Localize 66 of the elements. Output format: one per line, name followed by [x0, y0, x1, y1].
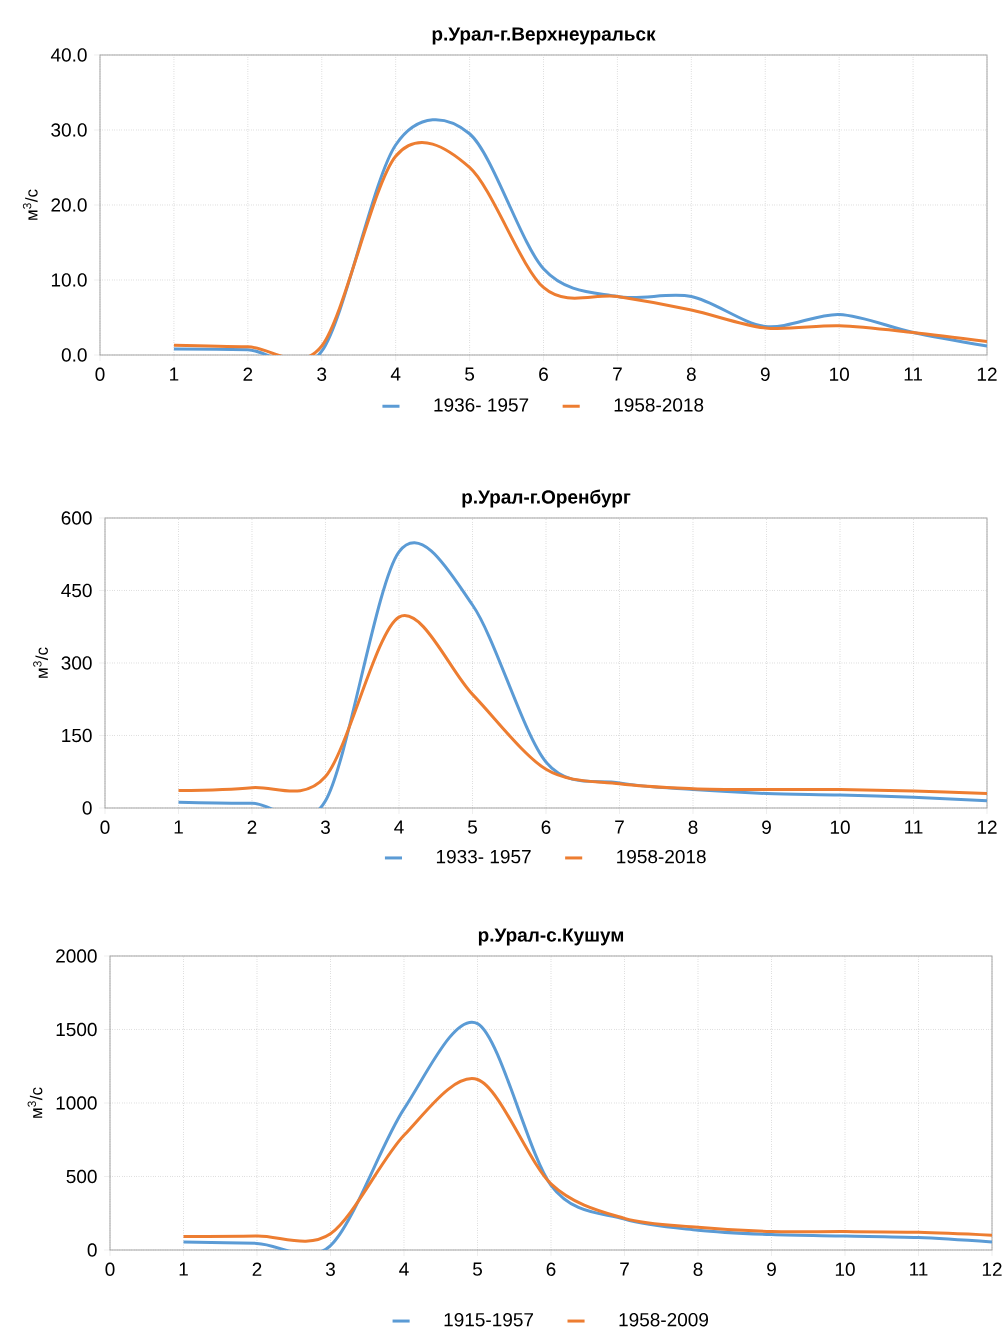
y-tick-label: 300: [61, 656, 92, 670]
x-tick-label: 6: [546, 1262, 556, 1276]
x-tick-label: 6: [541, 820, 551, 834]
x-tick-label: 6: [539, 367, 548, 381]
x-tick-label: 3: [317, 367, 327, 381]
y-tick-label: 10.0: [51, 273, 87, 287]
x-tick-label: 11: [910, 1262, 928, 1276]
x-tick-label: 8: [686, 367, 696, 381]
x-tick-label: 2: [243, 367, 253, 381]
x-tick-label: 7: [620, 1262, 629, 1276]
x-tick-label: 1: [174, 820, 183, 834]
x-tick-label: 12: [977, 820, 997, 834]
x-tick-label: 0: [105, 1262, 115, 1276]
x-tick-label: 11: [904, 367, 923, 381]
x-tick-label: 7: [615, 820, 624, 834]
x-tick-label: 5: [467, 820, 477, 834]
x-tick-label: 8: [688, 820, 698, 834]
x-tick-label: 9: [760, 367, 770, 381]
y-axis-title: м$^{3}$/с: [33, 647, 48, 678]
chart-title: р.Урал-г.Верхнеуральск: [432, 27, 656, 45]
x-tick-label: 9: [762, 820, 771, 834]
y-tick-label: 1500: [56, 1022, 97, 1037]
x-tick-label: 7: [613, 367, 622, 381]
y-axis-title: м$^{3}$/с: [22, 189, 38, 220]
x-tick-label: 4: [399, 1262, 409, 1276]
chart-title: р.Урал-г.Оренбург: [462, 489, 631, 508]
chart-title: р.Урал-с.Кушум: [478, 928, 624, 946]
x-tick-label: 12: [977, 367, 997, 381]
x-tick-label: 0: [100, 820, 110, 834]
legend-label: 1958-2009: [619, 1312, 709, 1327]
y-tick-label: 150: [62, 728, 92, 743]
legend-label: 1958-2018: [614, 398, 704, 412]
legend-label: 1933- 1957: [436, 849, 531, 864]
x-tick-label: 4: [394, 820, 404, 834]
y-tick-label: 450: [61, 583, 92, 598]
x-tick-label: 3: [325, 1262, 335, 1276]
y-tick-label: 2000: [56, 949, 97, 963]
x-tick-label: 1: [170, 367, 179, 381]
x-tick-label: 10: [830, 367, 849, 381]
y-tick-label: 40.0: [50, 48, 87, 62]
legend-label: 1915-1957: [444, 1312, 534, 1327]
y-tick-label: 600: [61, 511, 92, 525]
x-tick-label: 10: [830, 820, 850, 834]
x-tick-label: 9: [767, 1262, 776, 1276]
legend-label: 1958-2018: [617, 849, 706, 864]
y-tick-label: 30.0: [51, 123, 87, 137]
y-tick-label: 1000: [56, 1096, 97, 1110]
x-tick-label: 5: [472, 1262, 482, 1276]
x-tick-label: 11: [905, 820, 923, 834]
y-tick-label: 500: [66, 1169, 97, 1184]
x-tick-label: 2: [252, 1262, 262, 1276]
x-tick-label: 2: [247, 820, 257, 834]
legend-label: 1936- 1957: [434, 398, 529, 412]
x-tick-label: 5: [465, 367, 475, 381]
y-axis-title: м$^{3}$/с: [27, 1087, 43, 1118]
x-tick-label: 12: [982, 1262, 1002, 1276]
x-tick-label: 4: [390, 367, 401, 381]
y-tick-label: 0: [87, 1243, 97, 1257]
x-tick-label: 10: [835, 1262, 855, 1276]
y-tick-label: 20.0: [51, 198, 87, 212]
y-tick-label: 0: [82, 801, 92, 815]
x-tick-label: 8: [693, 1262, 703, 1276]
line-series: [177, 614, 988, 795]
y-tick-label: 0.0: [61, 348, 87, 362]
x-tick-label: 1: [179, 1262, 188, 1276]
x-tick-label: 3: [320, 820, 330, 834]
